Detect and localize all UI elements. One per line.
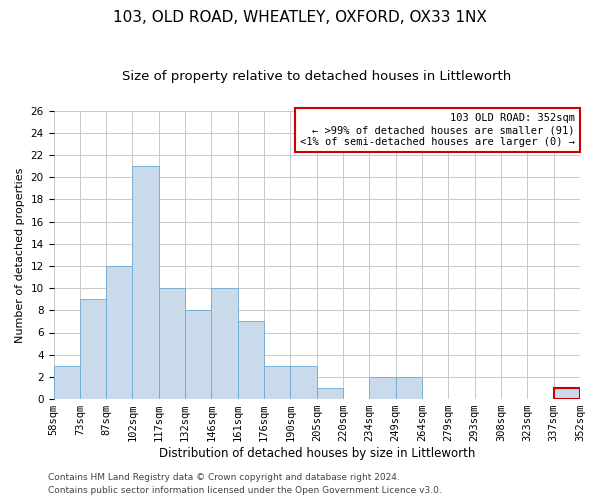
Bar [264,366,290,399]
Bar [159,288,185,399]
X-axis label: Distribution of detached houses by size in Littleworth: Distribution of detached houses by size … [158,447,475,460]
Bar [317,388,343,399]
Bar [133,166,159,399]
Title: Size of property relative to detached houses in Littleworth: Size of property relative to detached ho… [122,70,511,83]
Bar [290,366,317,399]
Text: 103, OLD ROAD, WHEATLEY, OXFORD, OX33 1NX: 103, OLD ROAD, WHEATLEY, OXFORD, OX33 1N… [113,10,487,25]
Y-axis label: Number of detached properties: Number of detached properties [15,167,25,342]
Bar [554,388,580,399]
Bar [80,299,106,399]
Bar [211,288,238,399]
Bar [53,366,80,399]
Bar [185,310,211,399]
Text: Contains HM Land Registry data © Crown copyright and database right 2024.
Contai: Contains HM Land Registry data © Crown c… [48,474,442,495]
Bar [396,377,422,399]
Bar [238,322,264,399]
Bar [106,266,133,399]
Bar [370,377,396,399]
Text: 103 OLD ROAD: 352sqm
← >99% of detached houses are smaller (91)
<1% of semi-deta: 103 OLD ROAD: 352sqm ← >99% of detached … [300,114,575,146]
